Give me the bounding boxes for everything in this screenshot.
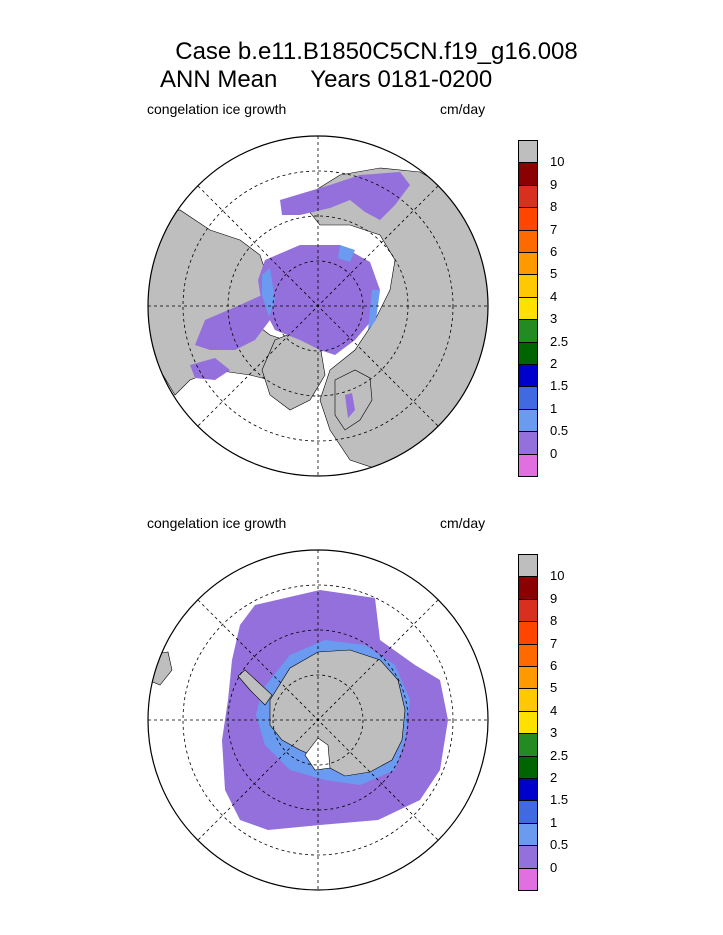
colorbar-swatch [518,621,538,645]
colorbar-tick-label: 0 [550,445,558,461]
colorbar-tick-label: 2.5 [550,333,569,349]
colorbar-tick-label: 9 [550,176,558,192]
colorbar-tick-label: 10 [550,154,565,170]
panel-north-units-label: cm/day [440,101,486,117]
colorbar-swatch [518,140,538,164]
figure-title-period: ANN Mean Years 0181-0200 [160,66,493,93]
colorbar-tick-label: 7 [550,221,558,237]
seaice-canada [195,295,270,350]
colorbar-swatch [518,319,538,343]
colorbar-tick-label: 6 [550,658,558,673]
colorbar-tick-label: 0 [550,859,558,875]
colorbar-swatch [518,274,538,298]
colorbar-swatch [518,162,538,186]
ross-ice-shelf [304,737,331,771]
figure-title-case: Case b.e11.B1850C5CN.f19_g16.008 [175,38,578,65]
north-map-border [147,135,489,477]
colorbar-swatch [518,554,538,578]
colorbar-tick-label: 5 [550,680,558,696]
colorbar-tick-label: 4 [550,288,558,304]
colorbar-tick-label: 0.5 [550,837,569,853]
colorbar-tick-label: 2 [550,356,558,371]
colorbar-swatch [518,576,538,600]
seaice-baltic [345,393,355,418]
colorbar-tick-label: 1.5 [550,792,569,808]
colorbar-tick-label: 8 [550,613,558,629]
colorbar-swatch [518,364,538,388]
colorbar-tick-label: 6 [550,244,558,259]
south-polar-map [148,550,488,890]
colorbar-swatch [518,688,538,712]
colorbar-tick-label: 2 [550,770,558,785]
colorbar-swatch [518,666,538,690]
panel-south-units-label: cm/day [440,515,486,531]
colorbar-swatch [518,755,538,779]
colorbar-swatch [518,453,538,477]
colorbar-tick-label: 2.5 [550,747,569,763]
colorbar-swatch [518,386,538,410]
colorbar-swatch [518,341,538,365]
colorbar-tick-label: 5 [550,266,558,282]
panel-north-variable-label: congelation ice growth [147,101,287,117]
colorbar-tick-label: 1 [550,814,558,830]
colorbar-tick-label: 4 [550,702,558,718]
colorbar-tick-label: 0.5 [550,423,569,439]
colorbar-swatch [518,845,538,869]
seaice-hudson [190,358,230,380]
colorbar-swatch [518,229,538,253]
colorbar-swatch [518,296,538,321]
colorbar-tick-label: 10 [550,568,565,584]
colorbar-swatch [518,800,538,824]
colorbar-tick-label: 8 [550,199,558,215]
panel-south-variable-label: congelation ice growth [147,515,287,531]
seaice-okhotsk [280,172,410,220]
south-map-border [147,549,489,891]
colorbar-swatch [518,778,538,802]
colorbar-swatch [518,207,538,231]
colorbar-swatch [518,184,538,209]
colorbar-swatch [518,710,538,735]
colorbar-swatch [518,643,538,667]
colorbar-swatch [518,598,538,623]
north-polar-map [148,136,488,476]
colorbar-tick-label: 1 [550,400,558,416]
colorbar-tick-label: 3 [550,311,558,327]
land-scandinavia [334,369,373,431]
colorbar-swatch [518,252,538,276]
colorbar-swatch [518,431,538,455]
colorbar-swatch [518,733,538,757]
colorbar-tick-label: 7 [550,635,558,651]
colorbar-tick-label: 9 [550,590,558,606]
seaice-arctic-basin [258,245,380,355]
colorbar-swatch [518,867,538,891]
colorbar-tick-label: 3 [550,725,558,741]
land-antarctic-peninsula [237,669,273,706]
colorbar-swatch [518,822,538,847]
land-antarctica [269,649,406,777]
colorbar-tick-label: 1.5 [550,378,569,394]
colorbar-swatch [518,408,538,433]
